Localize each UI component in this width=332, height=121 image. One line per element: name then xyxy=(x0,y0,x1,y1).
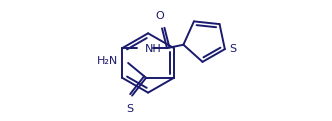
Text: S: S xyxy=(229,44,236,54)
Text: H₂N: H₂N xyxy=(97,56,118,66)
Text: NH: NH xyxy=(145,44,162,54)
Text: S: S xyxy=(126,103,134,113)
Text: O: O xyxy=(156,11,164,21)
